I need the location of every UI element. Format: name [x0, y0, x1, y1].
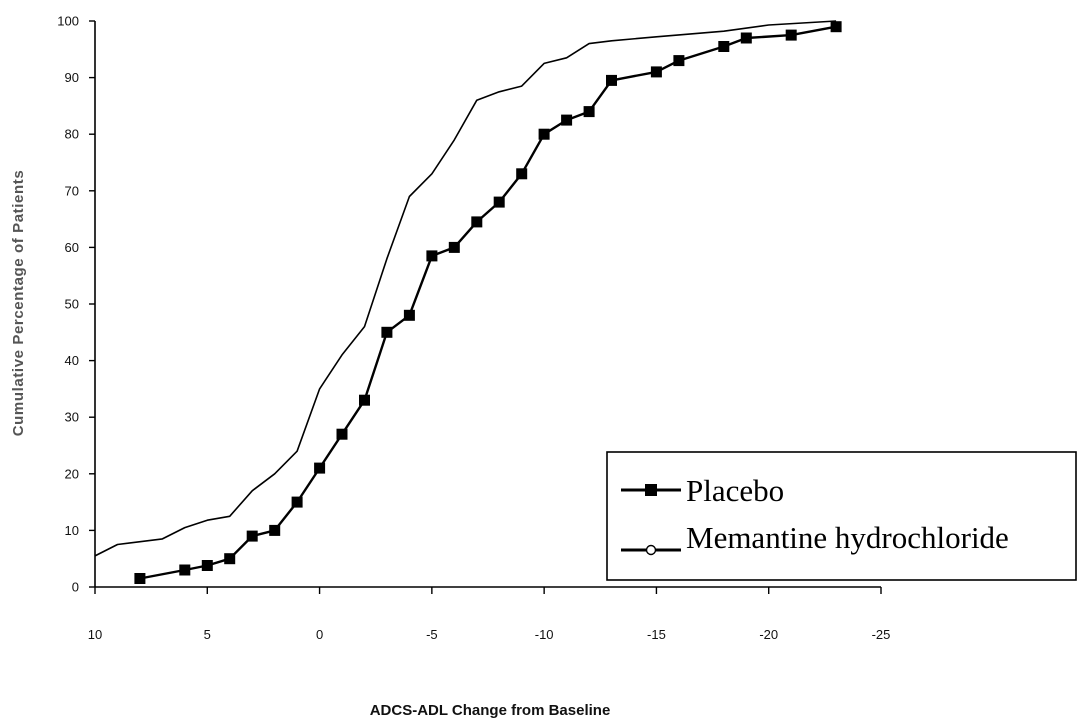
x-tick-label: 0 [316, 627, 323, 642]
data-point [830, 21, 842, 33]
data-point [269, 524, 281, 536]
x-tick-label: 10 [88, 627, 102, 642]
data-point [291, 496, 303, 508]
data-point [201, 560, 213, 571]
data-point [673, 55, 685, 67]
data-point [134, 573, 146, 584]
data-point [403, 309, 415, 321]
legend-box [606, 451, 1077, 581]
data-point [493, 196, 505, 208]
legend-memantine-label: Memantine hydrochloride [686, 520, 1009, 555]
data-point [583, 106, 595, 118]
y-tick-label: 90 [65, 70, 79, 85]
y-axis-label: Cumulative Percentage of Patients [10, 170, 27, 437]
x-tick-label: 5 [204, 627, 211, 642]
data-point [785, 29, 797, 41]
x-axis-label: ADCS-ADL Change from Baseline [370, 702, 611, 719]
data-point [359, 394, 370, 406]
x-tick-label: -25 [872, 627, 891, 642]
x-ticks: 10 5 0 -5 -10 -15 -20 -25 [88, 587, 891, 642]
data-point [448, 241, 460, 253]
data-point [336, 428, 348, 440]
data-point [650, 66, 662, 78]
x-tick-label: -10 [535, 627, 554, 642]
y-tick-label: 60 [65, 240, 79, 255]
data-point [314, 462, 326, 474]
x-tick-label: -15 [647, 627, 666, 642]
data-point [538, 128, 550, 140]
legend-item-memantine: Memantine hydrochloride [621, 520, 1009, 556]
data-point [179, 564, 191, 576]
data-point [471, 216, 483, 228]
y-ticks: 0 10 20 30 40 50 60 70 80 90 100 [57, 14, 95, 595]
y-tick-label: 20 [65, 466, 79, 481]
legend-placebo-label: Placebo [686, 473, 784, 508]
legend-memantine-marker [645, 544, 657, 556]
data-point [246, 530, 258, 542]
legend-item-placebo: Placebo [621, 473, 784, 508]
y-tick-label: 10 [65, 523, 79, 538]
data-point [224, 553, 236, 565]
y-tick-label: 70 [65, 183, 79, 198]
x-tick-label: -5 [426, 627, 438, 642]
y-tick-label: 30 [65, 410, 79, 425]
data-point [606, 74, 617, 86]
legend-placebo-marker [645, 484, 657, 496]
data-point [381, 326, 393, 338]
series-line [94, 20, 837, 557]
data-point [718, 41, 730, 52]
data-point [426, 250, 438, 262]
series-layer [94, 20, 842, 584]
data-point [516, 168, 528, 180]
x-tick-label: -20 [759, 627, 778, 642]
data-point [740, 32, 752, 44]
y-tick-label: 50 [65, 297, 79, 312]
y-tick-label: 0 [72, 580, 79, 595]
data-point [561, 114, 573, 126]
y-tick-label: 100 [57, 14, 79, 29]
series-placebo [134, 21, 842, 584]
legend: Placebo Memantine hydrochloride [606, 451, 1077, 581]
y-tick-label: 40 [65, 353, 79, 368]
y-tick-label: 80 [65, 127, 79, 142]
series-memantine [94, 20, 837, 557]
